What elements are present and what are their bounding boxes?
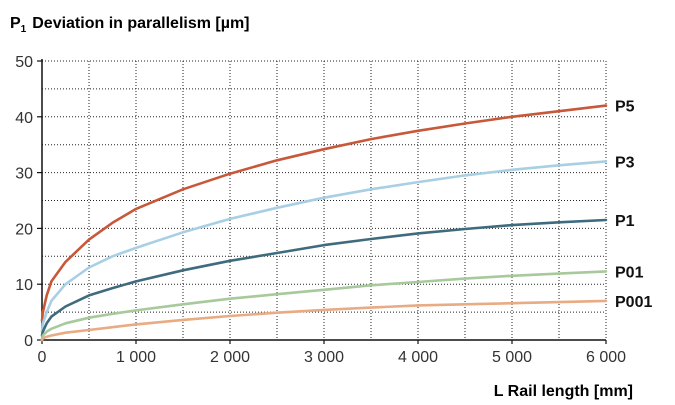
series-label-p01: P01: [615, 264, 644, 281]
x-tick-label: 1 000: [116, 349, 156, 366]
axes: [37, 59, 607, 344]
x-tick-label: 4 000: [398, 349, 438, 366]
y-tick-label: 20: [15, 221, 33, 238]
x-tick-labels: 0 1 000 2 000 3 000 4 000 5 000 6 000: [38, 349, 627, 366]
x-tick-label: 2 000: [210, 349, 250, 366]
y-tick-label: 50: [15, 54, 33, 71]
series-labels: P5 P3 P1 P01 P001: [615, 99, 652, 311]
series-lines: [40, 104, 608, 342]
y-tick-label: 30: [15, 166, 33, 183]
series-label-p001: P001: [615, 294, 652, 311]
y-axis-subscript: 1: [21, 24, 27, 35]
x-tick-label: 0: [38, 349, 47, 366]
x-axis-title: L Rail length [mm]: [494, 383, 633, 400]
y-tick-label: 10: [15, 277, 33, 294]
x-tick-label: 3 000: [304, 349, 344, 366]
y-axis-text: Deviation in parallelism [µm]: [32, 15, 249, 32]
y-tick-labels: 0 10 20 30 40 50: [15, 54, 33, 350]
grid: [42, 60, 607, 340]
series-line-p001: [40, 299, 608, 342]
series-line-p1: [40, 218, 608, 337]
y-axis-title: P1 Deviation in parallelism [µm]: [10, 15, 250, 35]
x-tick-label: 6 000: [586, 349, 626, 366]
series-label-p3: P3: [615, 154, 635, 171]
x-tick-label: 5 000: [492, 349, 532, 366]
y-axis-symbol: P: [10, 15, 21, 32]
series-line-p5: [40, 104, 608, 322]
y-tick-label: 0: [24, 333, 33, 350]
series-line-p3: [40, 160, 608, 333]
y-tick-label: 40: [15, 110, 33, 127]
series-label-p1: P1: [615, 213, 635, 230]
series-label-p5: P5: [615, 99, 635, 116]
series-line-p01: [40, 270, 608, 341]
